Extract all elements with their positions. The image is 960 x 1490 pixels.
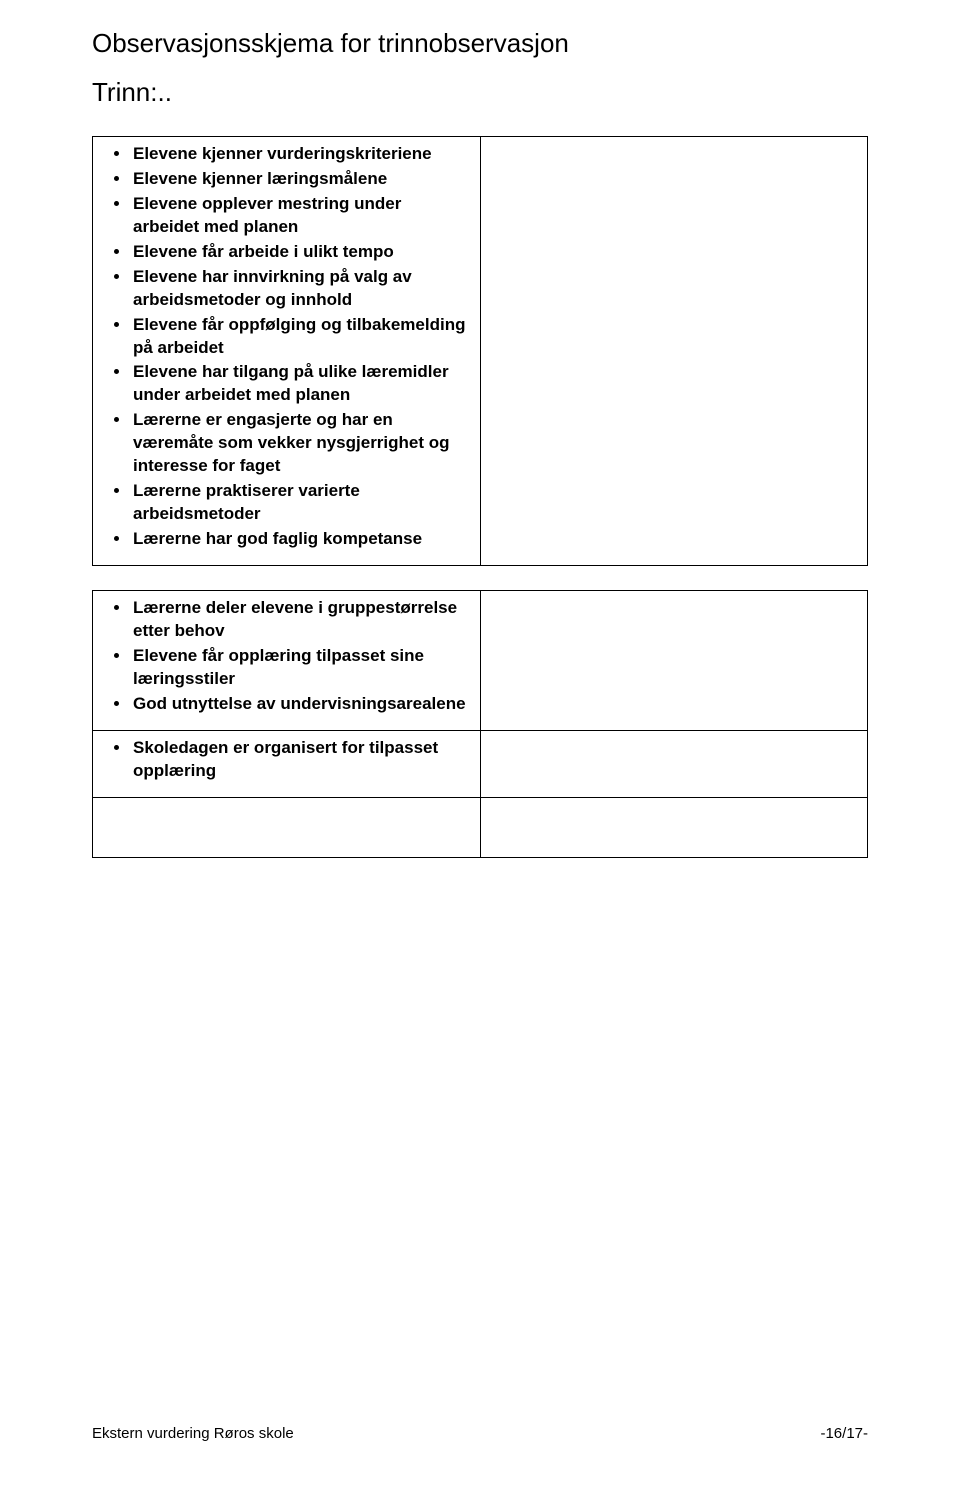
list-item: Lærerne praktiserer varierte arbeidsmeto…	[131, 480, 470, 526]
empty-cell-right	[480, 797, 868, 857]
criteria-list-3: Skoledagen er organisert for tilpasset o…	[103, 737, 470, 783]
list-item: Lærerne har god faglig kompetanse	[131, 528, 470, 551]
list-item: Elevene har tilgang på ulike læremidler …	[131, 361, 470, 407]
criteria-cell-1: Elevene kjenner vurderingskriteriene Ele…	[93, 137, 481, 566]
footer-left: Ekstern vurdering Røros skole	[92, 1425, 294, 1442]
list-item: Lærerne er engasjerte og har en væremåte…	[131, 409, 470, 478]
list-item: Elevene får oppfølging og tilbakemelding…	[131, 314, 470, 360]
criteria-list-1: Elevene kjenner vurderingskriteriene Ele…	[103, 143, 470, 551]
criteria-cell-2: Lærerne deler elevene i gruppestørrelse …	[93, 590, 481, 730]
page-footer: Ekstern vurdering Røros skole -16/17-	[92, 1425, 868, 1442]
list-item: Elevene får opplæring tilpasset sine lær…	[131, 645, 470, 691]
criteria-list-2: Lærerne deler elevene i gruppestørrelse …	[103, 597, 470, 716]
list-item: Elevene kjenner læringsmålene	[131, 168, 470, 191]
list-item: Elevene får arbeide i ulikt tempo	[131, 241, 470, 264]
observation-table-1: Elevene kjenner vurderingskriteriene Ele…	[92, 136, 868, 566]
empty-cell-left	[93, 797, 481, 857]
list-item: Elevene har innvirkning på valg av arbei…	[131, 266, 470, 312]
list-item: Elevene kjenner vurderingskriteriene	[131, 143, 470, 166]
criteria-cell-3: Skoledagen er organisert for tilpasset o…	[93, 730, 481, 797]
footer-right: -16/17-	[820, 1425, 868, 1442]
page-subtitle: Trinn:..	[92, 77, 868, 108]
notes-cell-2	[480, 590, 868, 730]
page-container: Observasjonsskjema for trinnobservasjon …	[0, 0, 960, 1490]
notes-cell-3	[480, 730, 868, 797]
list-item: God utnyttelse av undervisningsarealene	[131, 693, 470, 716]
list-item: Elevene opplever mestring under arbeidet…	[131, 193, 470, 239]
observation-table-2: Lærerne deler elevene i gruppestørrelse …	[92, 590, 868, 858]
notes-cell-1	[480, 137, 868, 566]
list-item: Skoledagen er organisert for tilpasset o…	[131, 737, 470, 783]
page-title: Observasjonsskjema for trinnobservasjon	[92, 28, 868, 59]
list-item: Lærerne deler elevene i gruppestørrelse …	[131, 597, 470, 643]
